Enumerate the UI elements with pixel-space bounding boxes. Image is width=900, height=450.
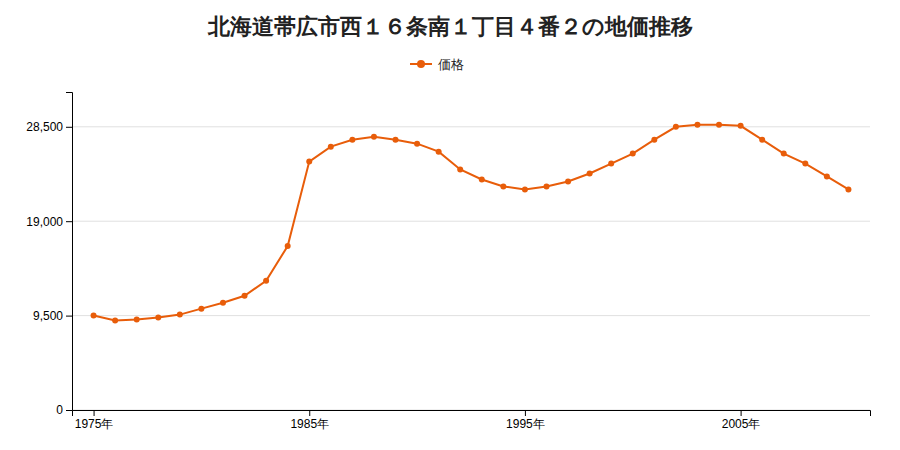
tick: 1975年 <box>75 410 114 431</box>
tick-mark <box>66 316 72 317</box>
data-point <box>694 122 700 128</box>
data-point <box>263 278 269 284</box>
data-point <box>479 176 485 182</box>
data-point <box>414 141 420 147</box>
tick-mark <box>309 410 310 416</box>
grid-line <box>72 315 870 316</box>
data-point <box>198 306 204 312</box>
tick: 19,000 <box>26 215 72 229</box>
data-point <box>630 151 636 157</box>
data-point <box>242 293 248 299</box>
data-point <box>716 122 722 128</box>
tick-label: 1995年 <box>506 417 545 431</box>
data-point <box>349 137 355 143</box>
tick-label: 1975年 <box>75 417 114 431</box>
data-point <box>673 124 679 130</box>
data-point <box>500 183 506 189</box>
tick-mark <box>525 410 526 416</box>
data-point <box>371 134 377 140</box>
data-point <box>155 315 161 321</box>
tick-mark <box>66 221 72 222</box>
data-point <box>285 243 291 249</box>
legend-marker <box>417 60 425 68</box>
axis-line <box>66 93 73 411</box>
x-axis: 1975年 1985年 1995年 2005年 <box>73 410 871 431</box>
data-point <box>177 312 183 318</box>
data-point <box>759 137 765 143</box>
chart-svg: 北海道帯広市西１６条南１丁目４番２の地価推移 1975年 1985年 1995年 200… <box>0 0 900 450</box>
data-point <box>845 186 851 192</box>
tick: 1985年 <box>290 410 329 431</box>
tick: 9,500 <box>33 309 72 323</box>
tick-label: 28,500 <box>26 120 63 134</box>
y-axis: 0 9,500 19,000 28,500 <box>26 93 72 418</box>
tick: 28,500 <box>26 120 72 134</box>
tick-label: 1985年 <box>290 417 329 431</box>
data-point <box>393 137 399 143</box>
tick-mark <box>66 410 72 411</box>
data-point <box>457 167 463 173</box>
tick: 2005年 <box>722 410 761 431</box>
data-point <box>565 178 571 184</box>
data-point <box>802 161 808 167</box>
data-point <box>587 170 593 176</box>
chart-container: 北海道帯広市西１６条南１丁目４番２の地価推移 1975年 1985年 1995年 200… <box>0 0 900 450</box>
axis-line <box>73 411 871 417</box>
tick-mark <box>66 127 72 128</box>
series-points <box>91 122 852 324</box>
data-point <box>738 123 744 129</box>
tick: 0 <box>56 403 72 417</box>
marks <box>91 122 852 324</box>
tick-label: 9,500 <box>33 309 63 323</box>
plot-area: 1975年 1985年 1995年 2005年 0 9,500 19,000 28,500 <box>26 93 870 431</box>
data-point <box>436 149 442 155</box>
tick-label: 19,000 <box>26 215 63 229</box>
data-point <box>608 161 614 167</box>
tick-mark <box>741 410 742 416</box>
grid-line <box>72 126 870 127</box>
data-point <box>306 159 312 165</box>
tick-mark <box>94 410 95 416</box>
data-point <box>522 186 528 192</box>
grid-line <box>72 221 870 222</box>
data-point <box>543 183 549 189</box>
tick-label: 2005年 <box>722 417 761 431</box>
data-point <box>220 300 226 306</box>
data-point <box>824 173 830 179</box>
grid <box>72 127 870 410</box>
data-point <box>651 137 657 143</box>
data-point <box>134 317 140 323</box>
tick: 1995年 <box>506 410 545 431</box>
tick-label: 0 <box>56 403 63 417</box>
data-point <box>781 151 787 157</box>
data-point <box>112 318 118 324</box>
data-point <box>328 144 334 150</box>
legend: 価格 <box>410 57 464 72</box>
data-point <box>91 313 97 319</box>
chart-title: 北海道帯広市西１６条南１丁目４番２の地価推移 <box>207 14 693 39</box>
series-line <box>94 125 849 321</box>
legend-item: 価格 <box>410 57 464 72</box>
legend-label: 価格 <box>438 57 464 72</box>
